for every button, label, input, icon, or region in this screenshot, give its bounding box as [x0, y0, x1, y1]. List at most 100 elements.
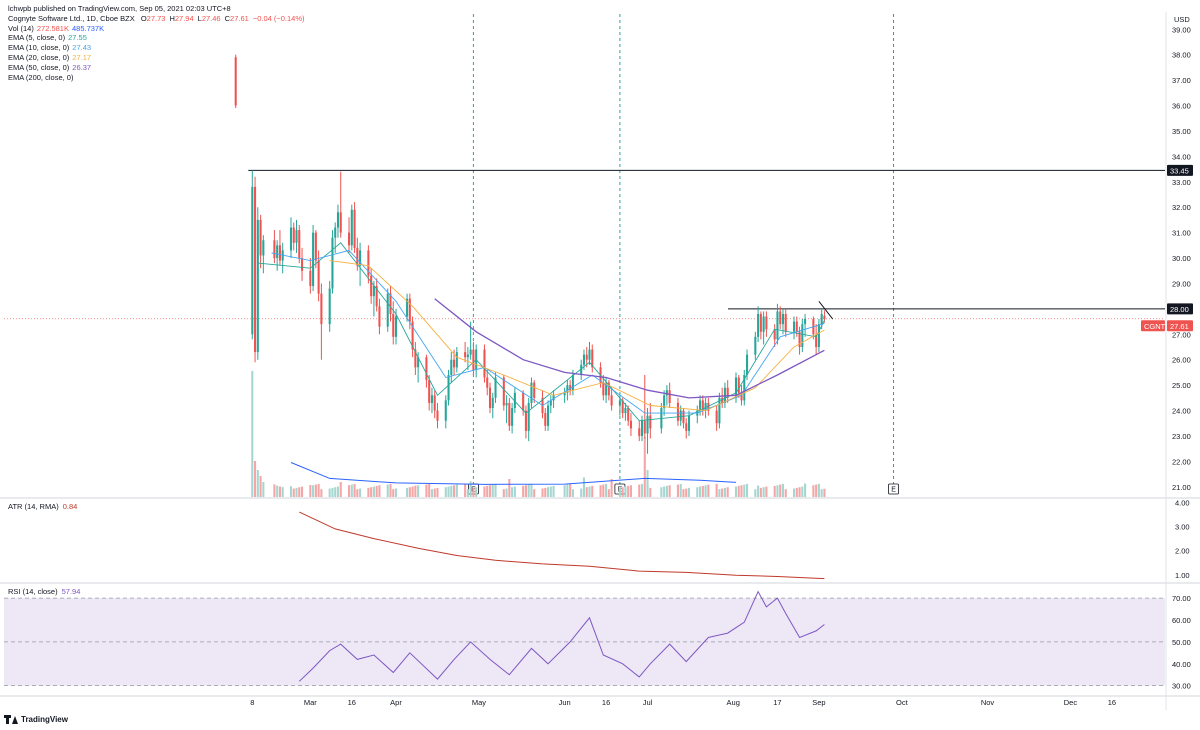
- ohlc-o: O27.73: [140, 13, 166, 23]
- volume-bar: [317, 483, 320, 497]
- indicator-label: EMA (200, close, 0): [8, 72, 74, 82]
- indicator-row[interactable]: Vol (14) 272.581K 485.737K: [8, 24, 305, 34]
- volume-bar: [372, 486, 375, 497]
- candle-body: [610, 395, 613, 406]
- candle-body: [607, 382, 610, 396]
- candle-body: [629, 420, 632, 429]
- volume-bar: [464, 483, 467, 497]
- candle-body: [820, 313, 823, 325]
- ema-line: [257, 242, 825, 422]
- volume-bar: [513, 486, 516, 497]
- candle-body: [663, 395, 666, 409]
- x-tick-label: Apr: [390, 698, 402, 707]
- indicator-row[interactable]: EMA (10, close, 0) 27.43: [8, 43, 305, 53]
- candle: [530, 377, 533, 409]
- indicator-row[interactable]: EMA (200, close, 0): [8, 73, 305, 83]
- volume-bar: [544, 487, 547, 497]
- price-tick-label: 38.00: [1172, 51, 1191, 60]
- earnings-marker-icon[interactable]: E: [888, 483, 899, 495]
- candle: [389, 286, 392, 322]
- volume-bar: [715, 483, 718, 497]
- candle: [610, 387, 613, 411]
- volume-bar: [665, 485, 668, 497]
- indicator-row[interactable]: EMA (20, close, 0) 27.17: [8, 53, 305, 63]
- candle-body: [309, 270, 312, 287]
- rsi-band: [4, 598, 1165, 686]
- candle-body: [444, 400, 447, 421]
- indicator-label: EMA (5, close, 0): [8, 33, 66, 43]
- volume-bar: [411, 486, 414, 497]
- candle-body: [580, 364, 583, 375]
- volume-bar: [508, 479, 511, 497]
- x-tick-label: Mar: [304, 698, 317, 707]
- candle: [455, 347, 458, 373]
- indicator-row[interactable]: EMA (50, close, 0) 26.37: [8, 63, 305, 73]
- candle: [281, 242, 284, 274]
- candle-body: [547, 405, 550, 426]
- tradingview-logo-icon: [4, 715, 18, 724]
- candle: [734, 372, 738, 403]
- candle: [447, 369, 450, 406]
- volume-bar: [392, 489, 395, 497]
- x-tick-label: Sep: [812, 698, 825, 707]
- earnings-marker-box: [888, 483, 899, 495]
- x-tick-label: Jun: [559, 698, 571, 707]
- volume-bar: [417, 485, 420, 497]
- volume-bar: [276, 485, 279, 497]
- volume-bar: [251, 371, 254, 497]
- volume-bar: [447, 486, 450, 497]
- candle-body: [486, 377, 489, 388]
- candle-body: [411, 321, 414, 350]
- ohlc-l: L27.46: [197, 13, 221, 23]
- candle: [759, 311, 762, 340]
- volume-bar: [762, 487, 765, 497]
- candle: [801, 319, 804, 353]
- ohlc-change: −0.04 (−0.14%): [252, 13, 305, 23]
- indicator-label: Vol (14): [8, 23, 34, 33]
- volume-bar: [746, 483, 749, 497]
- ema-line: [329, 260, 825, 412]
- volume-bar: [588, 486, 591, 497]
- rsi-tick-label: 40.00: [1172, 660, 1191, 669]
- volume-bar: [386, 484, 389, 497]
- candle-body: [679, 410, 682, 421]
- ohlc-c: C27.61: [224, 13, 249, 23]
- volume-ma-line: [290, 462, 737, 485]
- candle-body: [491, 397, 494, 409]
- candle: [513, 387, 516, 414]
- candle-body: [295, 230, 298, 243]
- volume-bar: [455, 484, 458, 497]
- volume-bar: [254, 461, 257, 497]
- candle: [817, 319, 820, 353]
- volume-bar: [784, 489, 787, 497]
- x-tick-label: 16: [602, 698, 610, 707]
- candle: [508, 397, 511, 431]
- candle-body: [251, 186, 254, 335]
- candle: [679, 405, 682, 426]
- volume-bar: [721, 488, 724, 497]
- x-tick-label: Jul: [643, 698, 653, 707]
- volume-bar: [668, 485, 671, 497]
- volume-bar: [375, 485, 378, 497]
- volume-bar: [624, 486, 627, 497]
- volume-bar: [527, 484, 530, 497]
- volume-bar: [607, 489, 610, 497]
- candle: [640, 415, 644, 442]
- indicator-row[interactable]: EMA (5, close, 0) 27.55: [8, 33, 305, 43]
- candle: [781, 308, 785, 335]
- candle-body: [450, 359, 453, 375]
- x-tick-label: 17: [773, 698, 781, 707]
- tradingview-footer[interactable]: TradingView: [4, 715, 68, 724]
- candle: [547, 400, 550, 431]
- level-tag-28-bg: [1167, 303, 1193, 315]
- candle-body: [430, 395, 433, 403]
- candle-body: [743, 374, 746, 401]
- chart-legend: lchwpb published on TradingView.com, Sep…: [8, 4, 305, 82]
- candle: [815, 324, 818, 355]
- candle: [320, 283, 323, 360]
- volume-bar: [566, 484, 569, 497]
- volume-bar: [580, 488, 583, 497]
- candle: [353, 202, 356, 253]
- candle-body: [715, 410, 718, 424]
